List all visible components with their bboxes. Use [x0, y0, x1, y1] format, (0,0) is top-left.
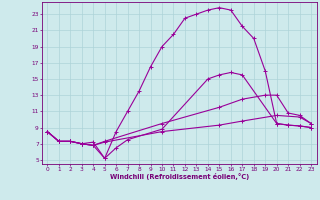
X-axis label: Windchill (Refroidissement éolien,°C): Windchill (Refroidissement éolien,°C)	[109, 173, 249, 180]
